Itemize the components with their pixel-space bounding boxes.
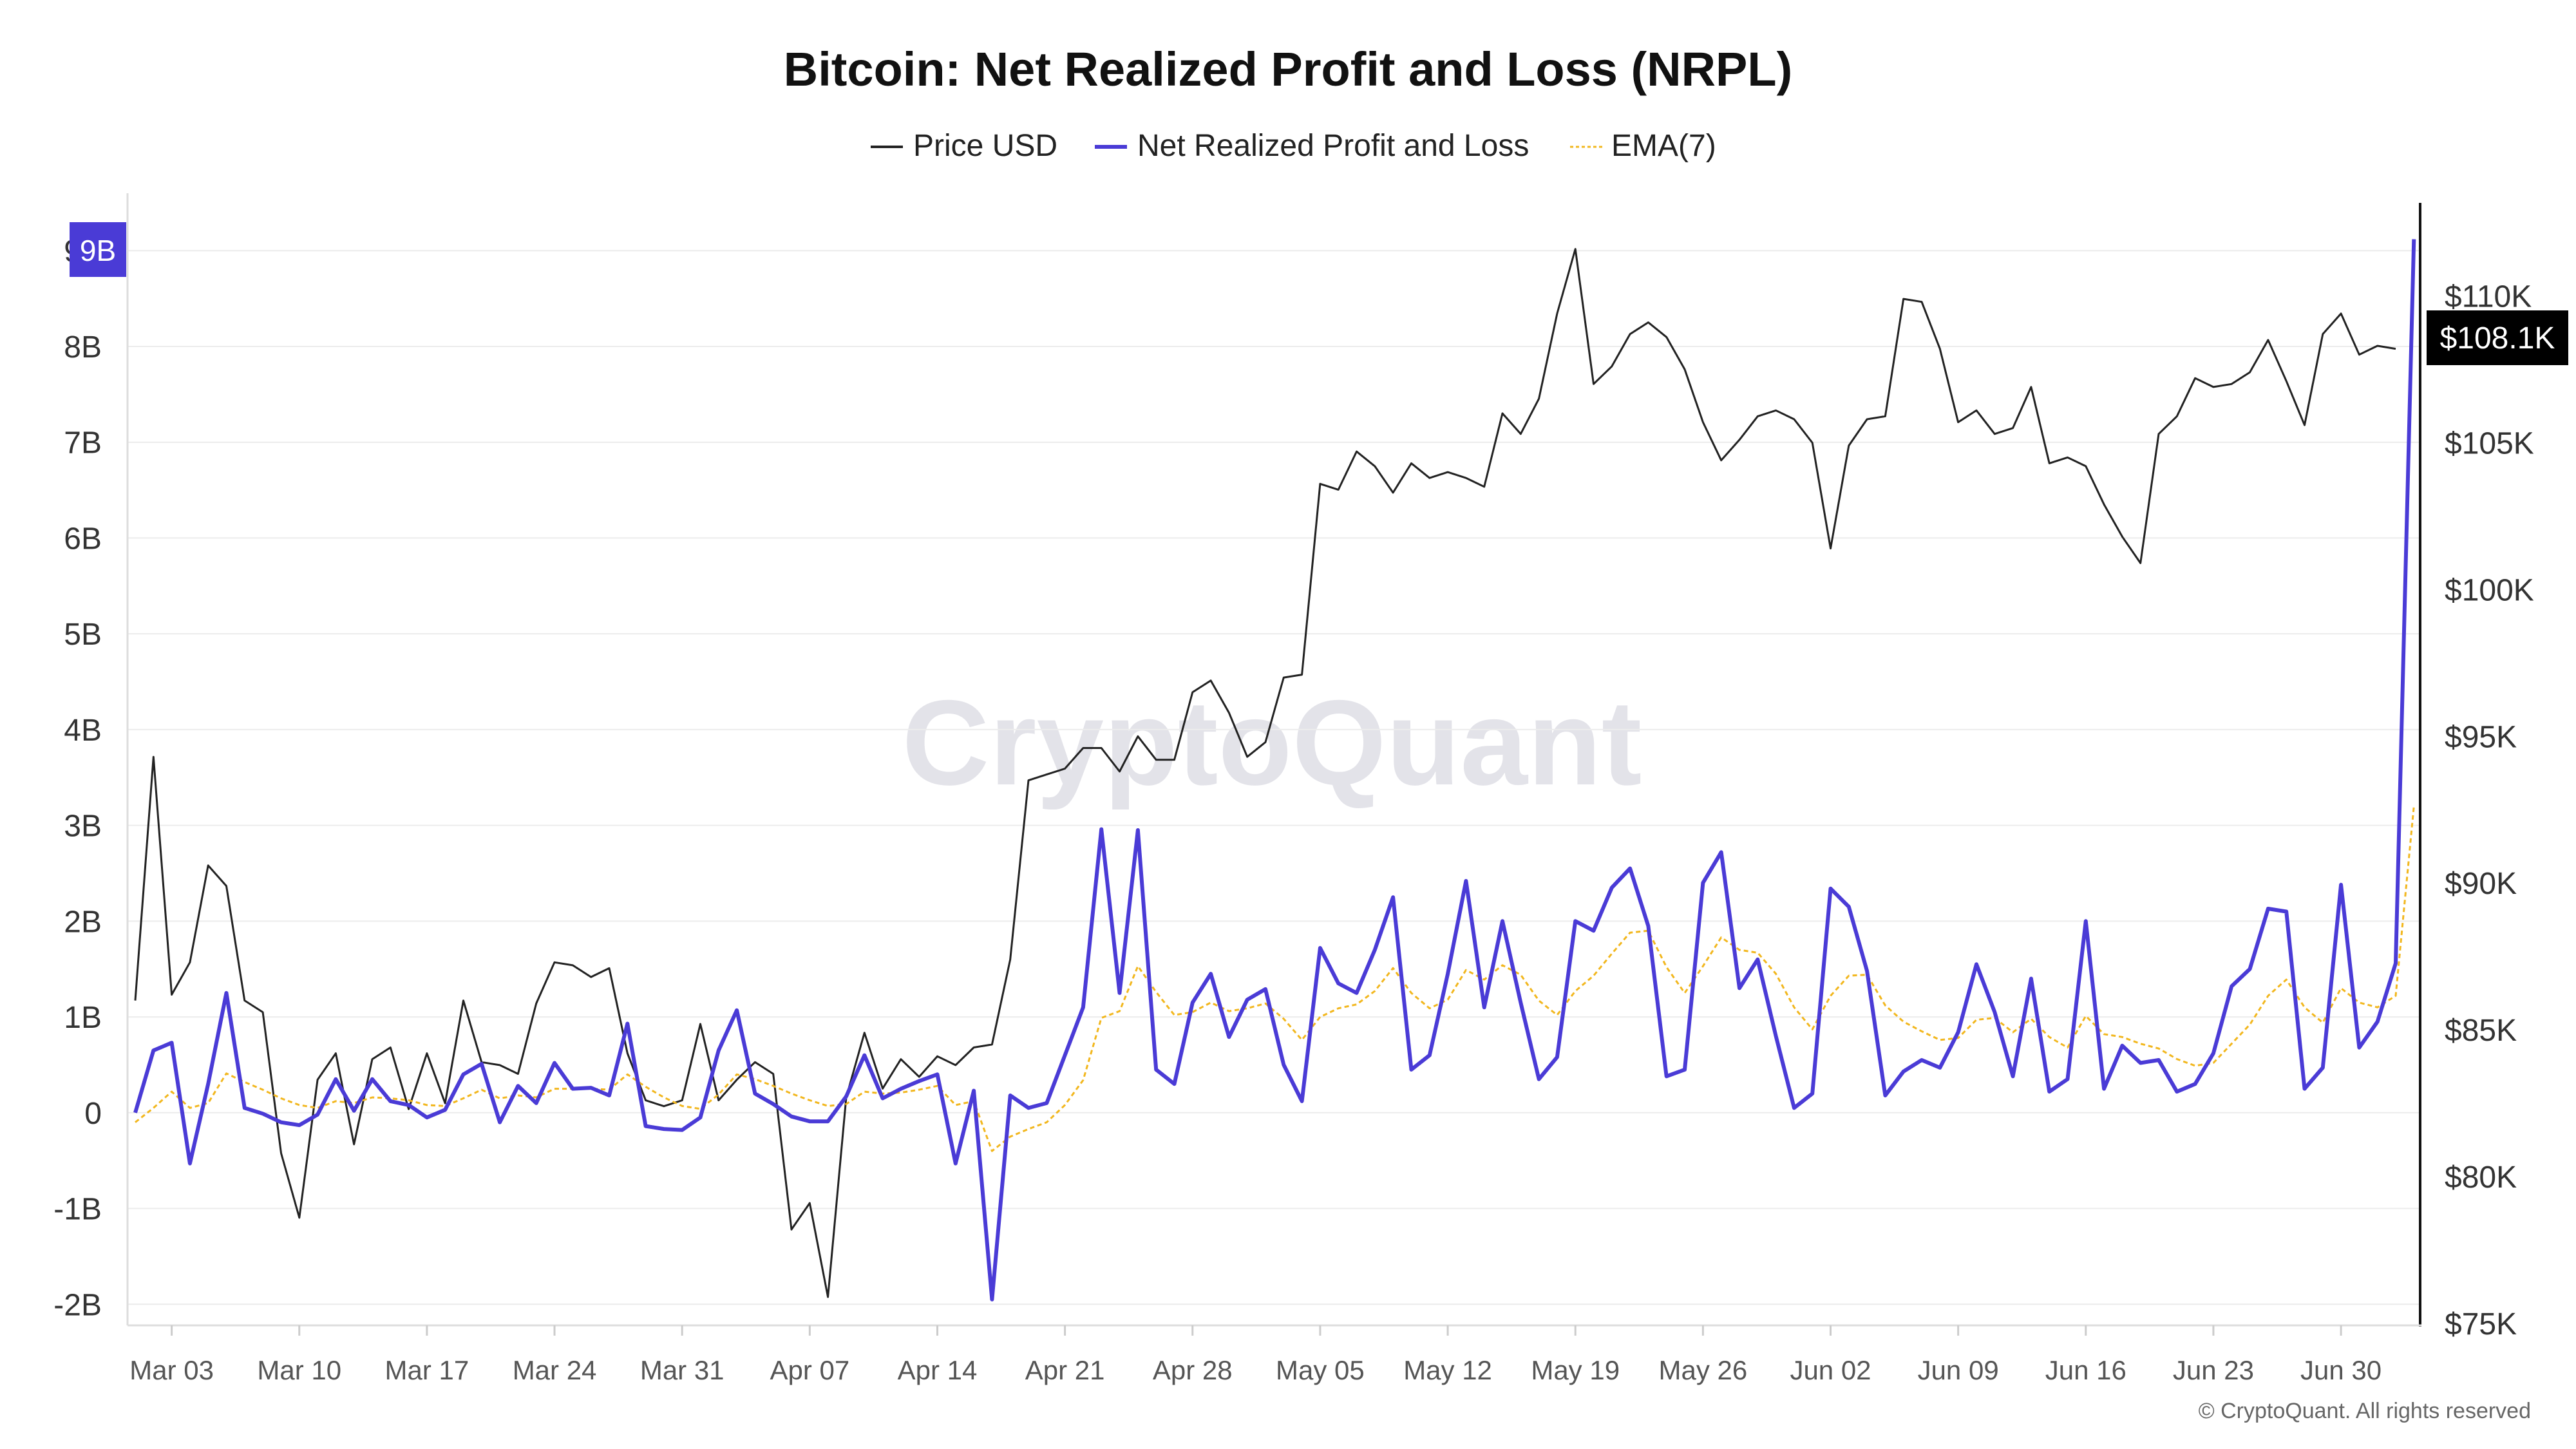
left-tick-label: 1B	[64, 1001, 102, 1035]
right-tick-label: $95K	[2445, 720, 2517, 754]
left-tick-label: 6B	[64, 522, 102, 556]
x-tick-label: Mar 10	[257, 1355, 341, 1385]
right-tick-label: $90K	[2445, 867, 2517, 901]
price-usd-line	[134, 248, 2396, 1298]
x-tick-label: Jun 09	[1918, 1355, 1999, 1385]
legend-label-price: Price USD	[913, 129, 1057, 163]
left-tick-label: 0	[84, 1097, 102, 1131]
left-tick-label: 7B	[64, 426, 102, 460]
left-tick-label: 4B	[64, 714, 102, 748]
chart-title: Bitcoin: Net Realized Profit and Loss (N…	[784, 43, 1792, 96]
legend-label-ema: EMA(7)	[1611, 129, 1716, 163]
nrpl-line	[133, 239, 2416, 1302]
x-tick-label: Jun 30	[2300, 1355, 2382, 1385]
x-tick-label: May 26	[1658, 1355, 1747, 1385]
x-tick-label: Mar 03	[129, 1355, 214, 1385]
legend-item-ema[interactable]: EMA(7)	[1570, 129, 1716, 163]
nrpl-current-badge: 9B	[70, 222, 126, 277]
x-tick-label: Jun 02	[1790, 1355, 1871, 1385]
ema7-line	[135, 806, 2415, 1152]
legend-item-price[interactable]: Price USD	[871, 129, 1057, 163]
right-tick-label: $85K	[2445, 1014, 2517, 1048]
x-tick-label: May 05	[1276, 1355, 1365, 1385]
left-tick-label: 5B	[64, 618, 102, 652]
price-badge-bg	[2427, 310, 2568, 365]
left-tick-label: 3B	[64, 810, 102, 844]
left-tick-label: 2B	[64, 905, 102, 939]
x-tick-label: Mar 31	[640, 1355, 724, 1385]
x-tick-label: Mar 17	[385, 1355, 469, 1385]
x-tick-label: Apr 21	[1025, 1355, 1105, 1385]
right-tick-label: $110K	[2445, 280, 2532, 314]
right-tick-label: $105K	[2445, 426, 2534, 460]
right-tick-label: $75K	[2445, 1307, 2517, 1341]
right-tick-label: $100K	[2445, 573, 2534, 607]
left-tick-label: 8B	[64, 330, 102, 365]
right-axis: $75K $80K $85K $90K $95K $100K $105K $110K	[2419, 203, 2534, 1341]
x-tick-label: Apr 07	[770, 1355, 849, 1385]
x-tick-label: Apr 14	[898, 1355, 978, 1385]
price-badge-label: $108.1K	[2440, 321, 2555, 355]
x-tick-label: May 12	[1403, 1355, 1492, 1385]
watermark: CryptoQuant	[902, 675, 1642, 810]
x-tick-label: Jun 23	[2173, 1355, 2254, 1385]
legend: Price USD Net Realized Profit and Loss E…	[871, 129, 1716, 163]
right-tick-label: $80K	[2445, 1160, 2517, 1195]
copyright-text: © CryptoQuant. All rights reserved	[2199, 1399, 2531, 1423]
x-tick-label: Mar 24	[513, 1355, 597, 1385]
nrpl-badge-label: 9B	[80, 234, 116, 267]
grid	[128, 250, 2421, 1305]
price-current-badge: $108.1K	[2427, 310, 2568, 365]
x-tick-label: Jun 16	[2045, 1355, 2126, 1385]
left-tick-label: -1B	[53, 1193, 102, 1227]
nrpl-badge-bg	[70, 222, 126, 277]
legend-label-nrpl: Net Realized Profit and Loss	[1137, 129, 1529, 163]
x-tick-label: Apr 28	[1153, 1355, 1233, 1385]
left-tick-label: -2B	[53, 1288, 102, 1322]
x-axis: Mar 03 Mar 10 Mar 17 Mar 24 Mar 31 Apr 07 Apr …	[128, 1324, 2421, 1385]
x-tick-label: May 19	[1531, 1355, 1620, 1385]
legend-item-nrpl[interactable]: Net Realized Profit and Loss	[1095, 129, 1529, 163]
